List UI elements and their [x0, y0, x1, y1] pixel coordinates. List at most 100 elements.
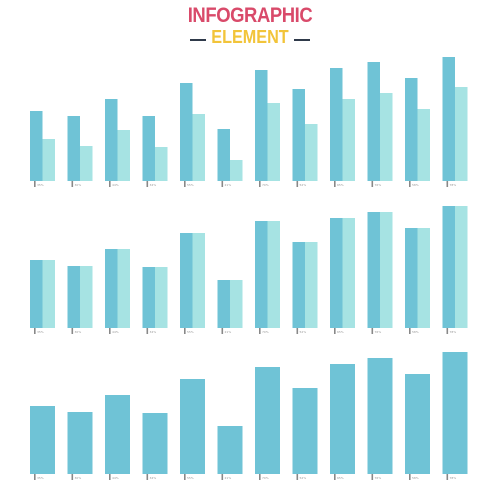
bar-chart-1: 35% 30% 44% 34% 55% 21% 70% 52% 65% 76% 58% 78%	[30, 57, 468, 187]
bar-dark	[255, 221, 268, 328]
bar-dark	[442, 57, 455, 181]
bar-light	[267, 221, 280, 328]
tick-label: 55%	[187, 476, 194, 480]
bar-dark	[330, 218, 343, 328]
bar-light	[380, 212, 393, 328]
bar-light	[117, 249, 130, 328]
bar-light	[305, 242, 318, 328]
tick-label: 78%	[450, 330, 457, 334]
tick-label: 30%	[75, 330, 82, 334]
tick-label: 21%	[225, 183, 232, 187]
bar-light	[155, 267, 168, 328]
bar	[67, 412, 93, 474]
bar-light	[230, 280, 243, 328]
tick-label: 44%	[112, 183, 119, 187]
tick-label: 70%	[262, 330, 269, 334]
tick-marker	[34, 181, 36, 187]
tick-marker	[334, 181, 336, 187]
tick-marker	[296, 181, 299, 187]
bar-dark	[330, 68, 343, 181]
bar-light	[342, 218, 355, 328]
tick-label: 35%	[37, 330, 44, 334]
bar-dark	[292, 89, 305, 181]
bar-light	[42, 260, 55, 328]
tick-marker	[259, 328, 261, 334]
title-right-dash	[294, 39, 310, 41]
tick-label: 44%	[112, 476, 119, 480]
tick-label: 30%	[75, 183, 82, 187]
bar-light	[230, 160, 243, 181]
bar-light	[117, 130, 130, 181]
bar-light	[80, 266, 93, 328]
tick-label: 76%	[375, 330, 382, 334]
bar-dark	[30, 111, 43, 181]
tick-label: 44%	[112, 330, 119, 334]
tick-marker	[371, 474, 374, 480]
tick-label: 76%	[375, 476, 382, 480]
tick-marker	[446, 328, 449, 334]
bar	[292, 388, 318, 474]
bar-dark	[180, 83, 193, 181]
tick-label: 55%	[187, 183, 194, 187]
tick-marker	[446, 181, 449, 187]
bar	[142, 413, 168, 474]
tick-marker	[146, 474, 149, 480]
bar	[405, 374, 430, 474]
bar-light	[417, 228, 430, 328]
bar-dark	[367, 212, 380, 328]
tick-label: 21%	[225, 476, 232, 480]
bar-dark	[67, 116, 80, 181]
bar-light	[455, 206, 468, 328]
tick-label: 34%	[150, 330, 157, 334]
bar-light	[192, 114, 205, 181]
bar-dark	[405, 228, 418, 328]
bar	[442, 352, 468, 474]
tick-marker	[34, 328, 36, 334]
bar	[30, 406, 55, 474]
bar-dark	[142, 116, 155, 181]
bar	[180, 379, 205, 474]
tick-marker	[184, 328, 186, 334]
tick-marker	[109, 181, 111, 187]
tick-marker	[109, 474, 111, 480]
tick-marker	[371, 328, 374, 334]
tick-marker	[334, 328, 336, 334]
tick-marker	[71, 181, 74, 187]
tick-marker	[221, 181, 224, 187]
tick-label: 70%	[262, 183, 269, 187]
bar	[255, 367, 280, 474]
tick-label: 52%	[300, 330, 307, 334]
tick-marker	[34, 474, 36, 480]
tick-marker	[371, 181, 374, 187]
bar-dark	[67, 266, 80, 328]
bar-light	[192, 233, 205, 328]
bar-dark	[217, 280, 230, 328]
bar-dark	[217, 129, 230, 181]
bar-dark	[292, 242, 305, 328]
tick-label: 34%	[150, 183, 157, 187]
tick-marker	[146, 181, 149, 187]
tick-label: 58%	[412, 330, 419, 334]
bar	[330, 364, 355, 474]
tick-marker	[334, 474, 336, 480]
tick-marker	[71, 328, 74, 334]
tick-marker	[146, 328, 149, 334]
bar-light	[305, 124, 318, 181]
tick-marker	[296, 328, 299, 334]
bar-light	[417, 109, 430, 181]
tick-label: 35%	[37, 183, 44, 187]
bar	[367, 358, 393, 474]
bar-dark	[142, 267, 155, 328]
bar-dark	[30, 260, 43, 328]
tick-label: 55%	[187, 330, 194, 334]
chart-title: INFOGRAPHIC	[187, 4, 313, 27]
bar-dark	[105, 249, 118, 328]
bar-dark	[180, 233, 193, 328]
bar-dark	[105, 99, 118, 181]
tick-label: 65%	[337, 476, 344, 480]
tick-marker	[409, 181, 411, 187]
tick-marker	[259, 181, 261, 187]
title-left-dash	[190, 39, 206, 41]
tick-label: 76%	[375, 183, 382, 187]
tick-marker	[71, 474, 74, 480]
